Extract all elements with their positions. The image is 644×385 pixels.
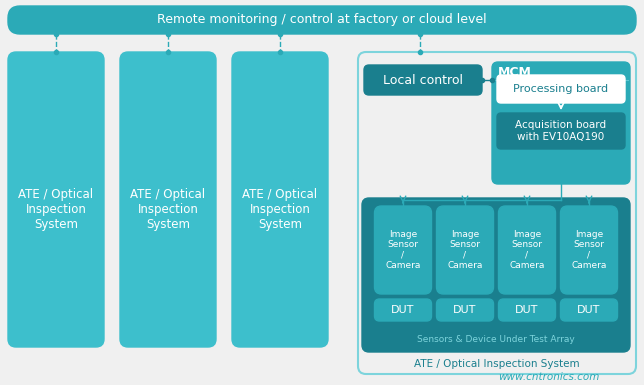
FancyBboxPatch shape <box>358 52 636 374</box>
FancyBboxPatch shape <box>492 62 630 184</box>
Text: Image
Sensor
/
Camera: Image Sensor / Camera <box>509 230 545 270</box>
Text: DUT: DUT <box>577 305 601 315</box>
FancyBboxPatch shape <box>232 52 328 347</box>
FancyBboxPatch shape <box>498 206 556 294</box>
FancyBboxPatch shape <box>497 75 625 103</box>
FancyBboxPatch shape <box>498 299 556 321</box>
Text: ATE / Optical
Inspection
System: ATE / Optical Inspection System <box>242 188 317 231</box>
FancyBboxPatch shape <box>120 52 216 347</box>
Text: ATE / Optical
Inspection
System: ATE / Optical Inspection System <box>131 188 205 231</box>
Text: Remote monitoring / control at factory or cloud level: Remote monitoring / control at factory o… <box>157 13 487 27</box>
FancyBboxPatch shape <box>364 65 482 95</box>
FancyBboxPatch shape <box>437 206 493 294</box>
FancyBboxPatch shape <box>8 52 104 347</box>
Text: Sensors & Device Under Test Array: Sensors & Device Under Test Array <box>417 335 575 345</box>
Text: DUT: DUT <box>453 305 477 315</box>
Text: Processing board: Processing board <box>513 84 609 94</box>
FancyBboxPatch shape <box>362 198 630 352</box>
Text: DUT: DUT <box>392 305 415 315</box>
Text: MCM: MCM <box>498 67 532 79</box>
FancyBboxPatch shape <box>560 206 618 294</box>
Text: Acquisition board
with EV10AQ190: Acquisition board with EV10AQ190 <box>515 120 607 142</box>
Text: ATE / Optical Inspection System: ATE / Optical Inspection System <box>414 359 580 369</box>
Text: www.cntronics.com: www.cntronics.com <box>498 372 600 382</box>
Text: DUT: DUT <box>515 305 538 315</box>
FancyBboxPatch shape <box>497 113 625 149</box>
Text: Local control: Local control <box>383 74 463 87</box>
FancyBboxPatch shape <box>375 299 431 321</box>
Text: Image
Sensor
/
Camera: Image Sensor / Camera <box>571 230 607 270</box>
FancyBboxPatch shape <box>437 299 493 321</box>
Text: Image
Sensor
/
Camera: Image Sensor / Camera <box>385 230 421 270</box>
FancyBboxPatch shape <box>375 206 431 294</box>
Text: ATE / Optical
Inspection
System: ATE / Optical Inspection System <box>19 188 93 231</box>
FancyBboxPatch shape <box>560 299 618 321</box>
Text: Image
Sensor
/
Camera: Image Sensor / Camera <box>448 230 483 270</box>
FancyBboxPatch shape <box>8 6 636 34</box>
